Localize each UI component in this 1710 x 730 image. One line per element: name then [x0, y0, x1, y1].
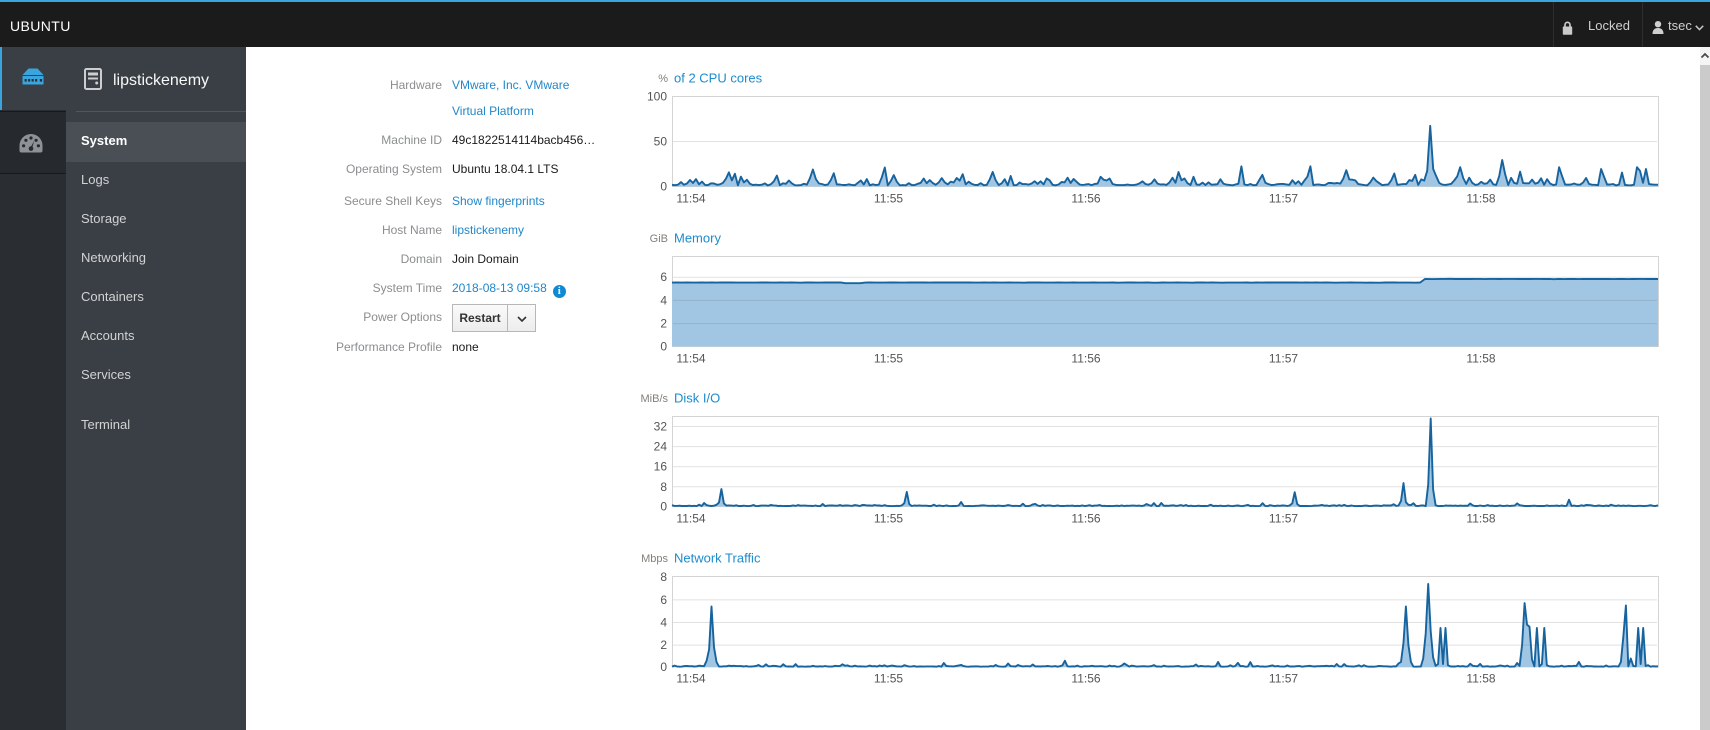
svg-text:GiB: GiB [650, 233, 668, 245]
svg-text:11:54: 11:54 [676, 192, 705, 206]
svg-text:11:55: 11:55 [874, 352, 903, 366]
svg-text:11:58: 11:58 [1466, 512, 1495, 526]
svg-text:MiB/s: MiB/s [641, 393, 669, 405]
svg-text:100: 100 [647, 90, 667, 104]
svg-text:11:54: 11:54 [676, 672, 705, 686]
svg-text:11:56: 11:56 [1071, 672, 1100, 686]
svg-text:32: 32 [654, 420, 668, 434]
svg-text:11:55: 11:55 [874, 192, 903, 206]
svg-text:11:57: 11:57 [1269, 672, 1298, 686]
svg-text:Disk I/O: Disk I/O [674, 391, 720, 406]
svg-text:11:57: 11:57 [1269, 512, 1298, 526]
svg-text:11:55: 11:55 [874, 672, 903, 686]
svg-text:0: 0 [660, 500, 667, 514]
svg-text:Memory: Memory [674, 231, 721, 246]
svg-text:50: 50 [654, 135, 668, 149]
svg-text:11:55: 11:55 [874, 512, 903, 526]
svg-text:11:58: 11:58 [1466, 352, 1495, 366]
svg-text:11:57: 11:57 [1269, 192, 1298, 206]
svg-text:11:58: 11:58 [1466, 192, 1495, 206]
svg-text:8: 8 [660, 480, 667, 494]
svg-text:11:54: 11:54 [676, 512, 705, 526]
svg-text:0: 0 [660, 660, 667, 674]
svg-text:Mbps: Mbps [641, 553, 668, 565]
svg-text:of 2 CPU cores: of 2 CPU cores [674, 71, 763, 86]
svg-text:2: 2 [660, 317, 667, 331]
svg-text:11:56: 11:56 [1071, 352, 1100, 366]
svg-text:6: 6 [660, 270, 667, 284]
svg-text:6: 6 [660, 593, 667, 607]
svg-text:8: 8 [660, 570, 667, 584]
svg-text:11:57: 11:57 [1269, 352, 1298, 366]
svg-text:16: 16 [654, 460, 668, 474]
svg-text:11:54: 11:54 [676, 352, 705, 366]
svg-text:11:56: 11:56 [1071, 512, 1100, 526]
svg-text:%: % [658, 73, 668, 85]
svg-text:2: 2 [660, 638, 667, 652]
svg-text:0: 0 [660, 340, 667, 354]
svg-text:Network Traffic: Network Traffic [674, 551, 761, 566]
svg-text:11:56: 11:56 [1071, 192, 1100, 206]
svg-text:4: 4 [660, 293, 667, 307]
svg-text:11:58: 11:58 [1466, 672, 1495, 686]
svg-text:4: 4 [660, 616, 667, 630]
svg-text:0: 0 [660, 180, 667, 194]
svg-text:24: 24 [654, 440, 668, 454]
